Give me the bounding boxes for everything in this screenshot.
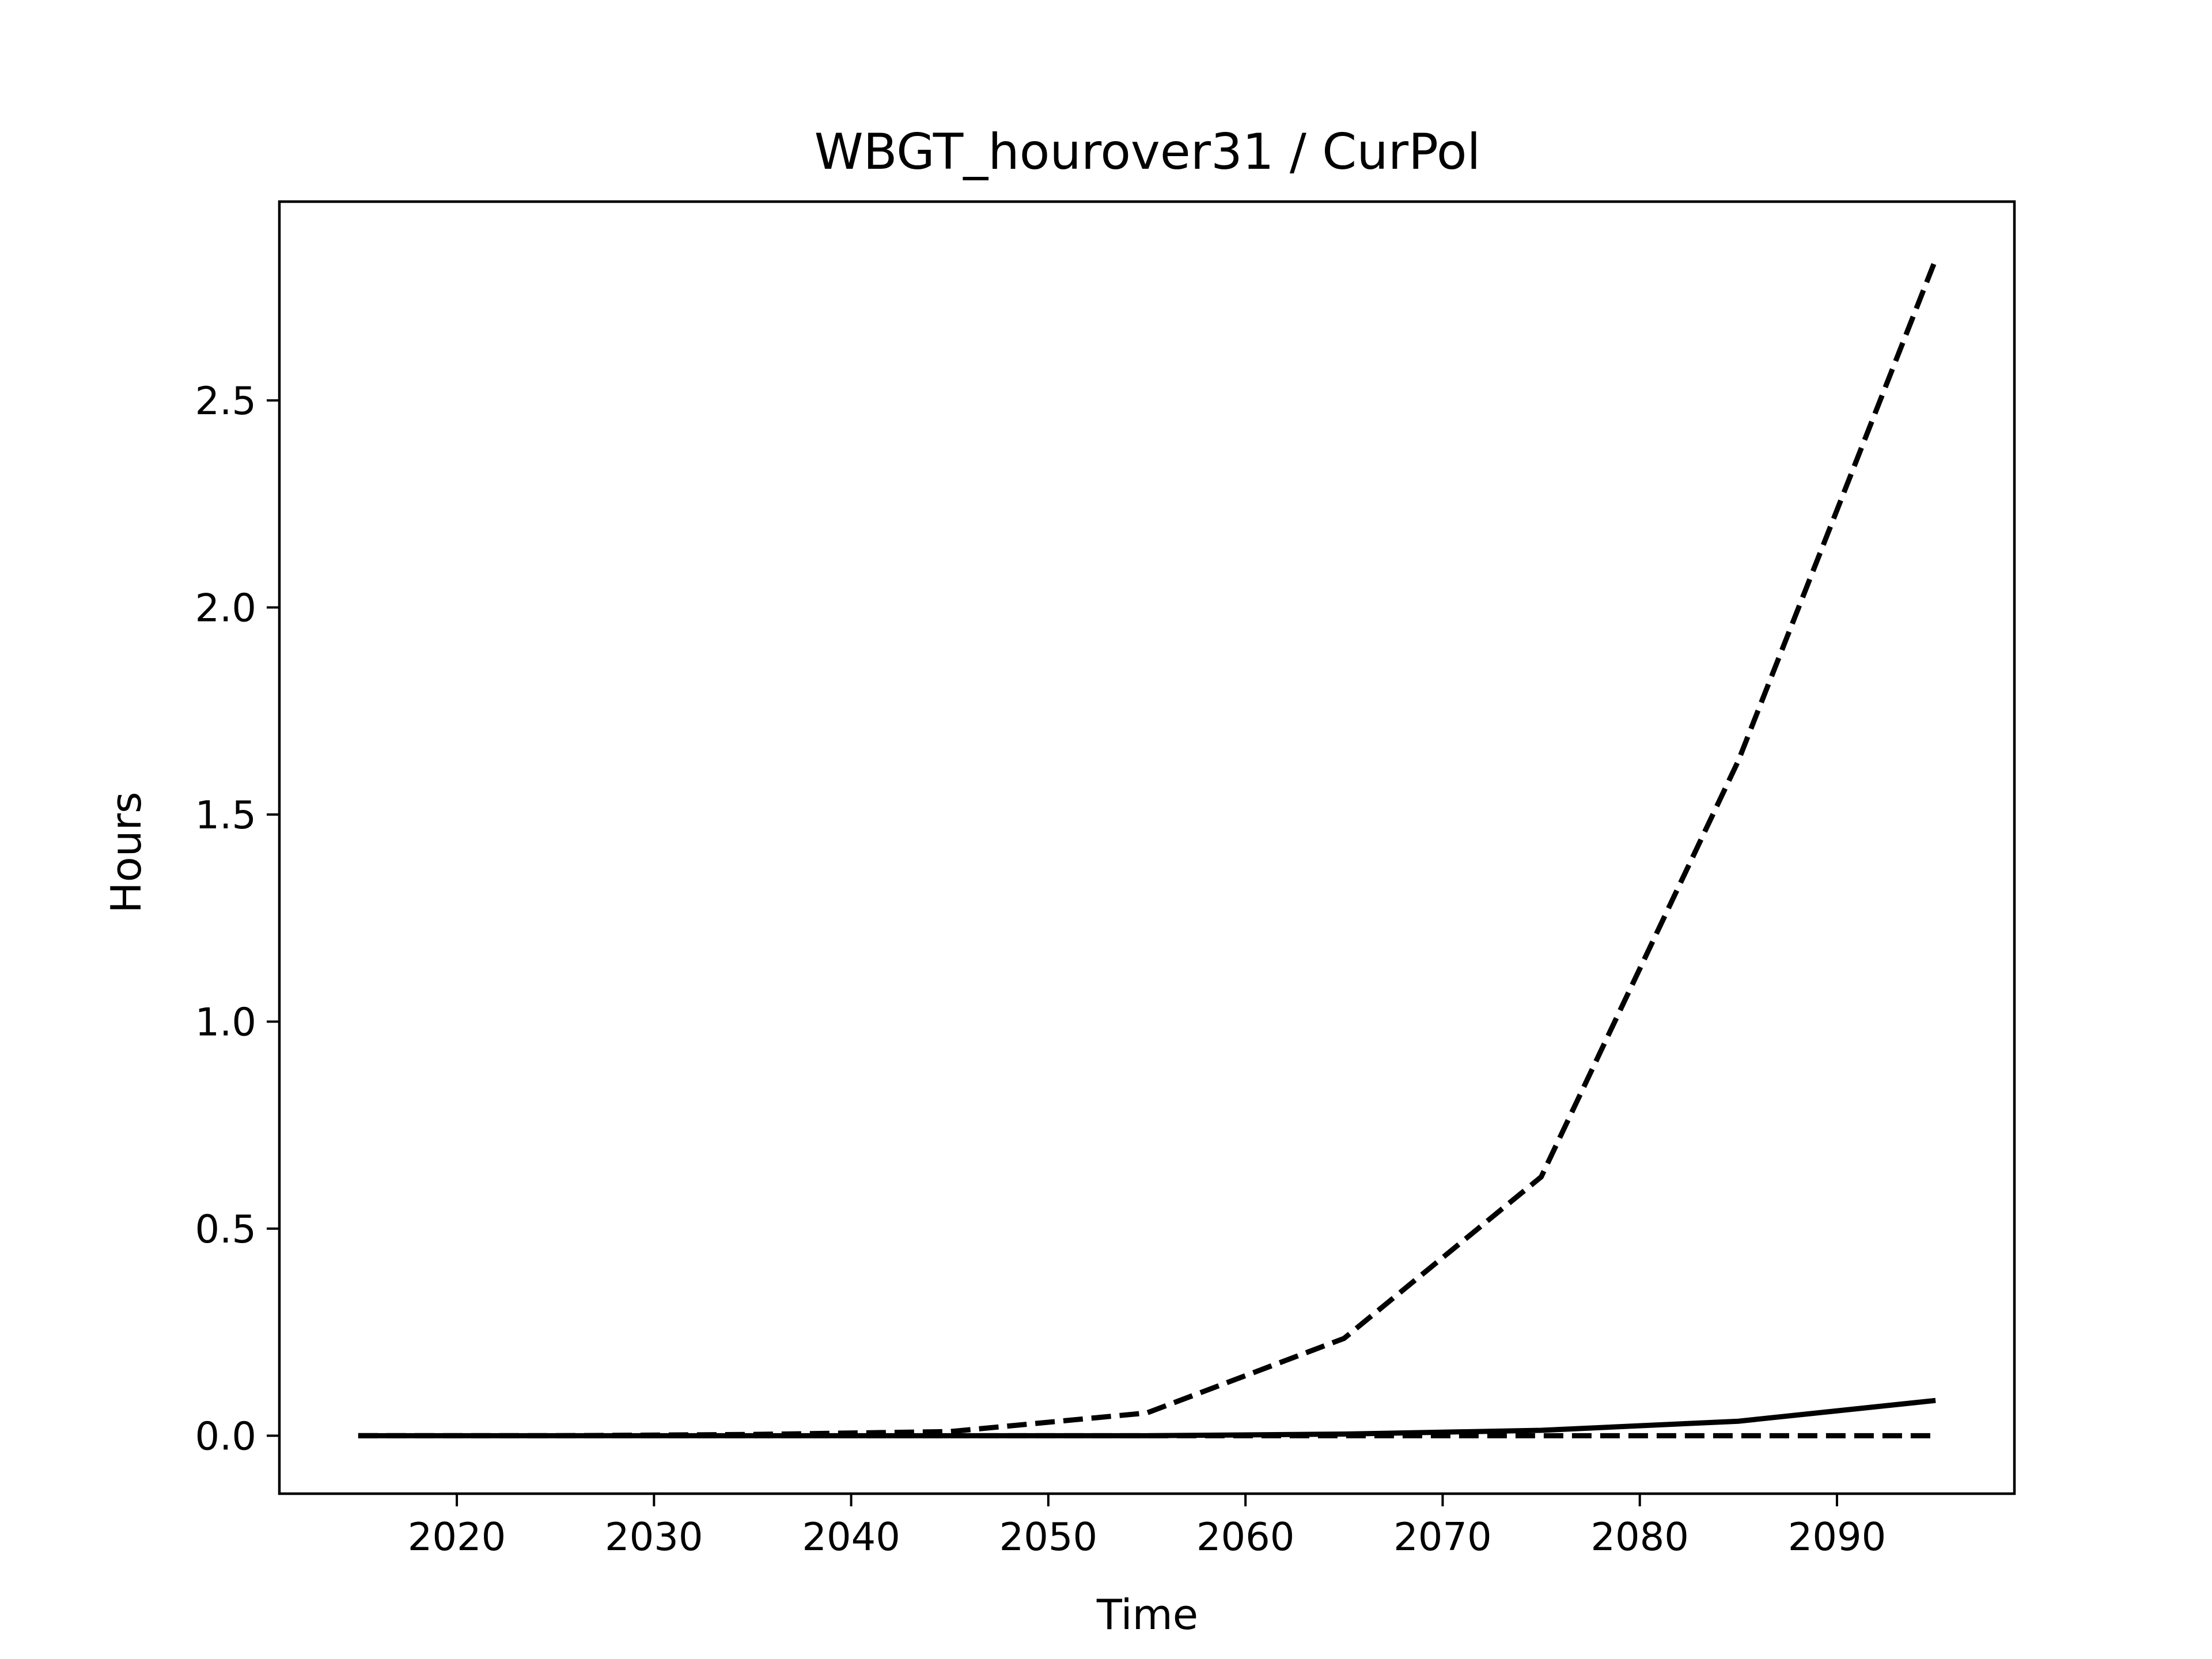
y-tick-label: 1.0 <box>195 999 256 1044</box>
x-tick-label: 2040 <box>802 1514 900 1559</box>
chart-title: WBGT_hourover31 / CurPol <box>815 123 1481 181</box>
y-tick-label: 2.0 <box>195 586 256 631</box>
x-tick-label: 2030 <box>605 1514 703 1559</box>
x-axis: 2020 2030 2040 2050 2060 2070 2080 2090 <box>408 1494 1886 1559</box>
x-tick-label: 2050 <box>999 1514 1098 1559</box>
plot-area <box>358 258 1938 1438</box>
x-tick-label: 2070 <box>1393 1514 1492 1559</box>
x-axis-label: Time <box>1096 1590 1198 1639</box>
y-axis: 0.0 0.5 1.0 1.5 2.0 2.5 <box>195 378 279 1459</box>
y-tick-label: 2.5 <box>195 378 256 423</box>
y-tick-label: 0.0 <box>195 1414 256 1459</box>
x-tick-label: 2060 <box>1196 1514 1295 1559</box>
x-tick-label: 2020 <box>408 1514 506 1559</box>
y-tick-label: 1.5 <box>195 793 256 838</box>
x-tick-label: 2090 <box>1788 1514 1887 1559</box>
y-tick-label: 0.5 <box>195 1207 256 1252</box>
plot-frame <box>278 200 2016 1495</box>
x-tick-label: 2080 <box>1590 1514 1689 1559</box>
y-axis-label: Hours <box>102 792 150 914</box>
